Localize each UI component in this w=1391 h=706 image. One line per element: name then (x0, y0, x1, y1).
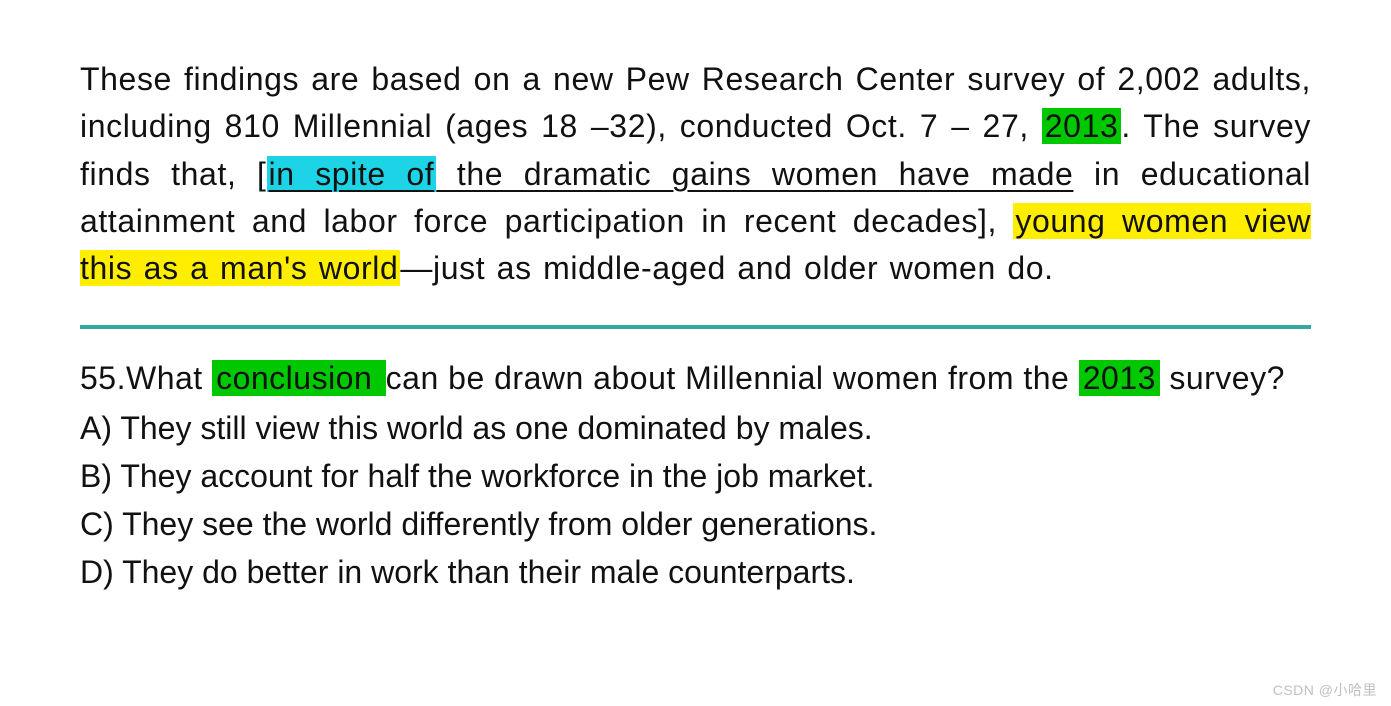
highlight-in-spite-of: in spite of (267, 156, 437, 192)
choice-letter: D) (80, 554, 114, 590)
choice-text: They do better in work than their male c… (114, 554, 855, 590)
question-55: 55.What conclusion can be drawn about Mi… (80, 355, 1311, 402)
question-number: 55. (80, 360, 126, 396)
answer-choice-d[interactable]: D) They do better in work than their mal… (80, 548, 1311, 596)
choice-letter: C) (80, 506, 114, 542)
highlight-year-2013: 2013 (1042, 108, 1122, 144)
question-text: survey? (1160, 360, 1285, 396)
answer-choice-b[interactable]: B) They account for half the workforce i… (80, 452, 1311, 500)
section-divider (80, 325, 1311, 329)
underline-dramatic-gains: the dramatic gains women have made (436, 156, 1073, 192)
watermark-text: CSDN @小哈里 (1273, 680, 1377, 700)
passage-text: —just as middle-aged and older women do. (400, 250, 1053, 286)
choice-text: They see the world differently from olde… (114, 506, 878, 542)
choice-text: They still view this world as one domina… (112, 410, 873, 446)
highlight-2013: 2013 (1079, 360, 1160, 396)
question-text: can be drawn about Millennial women from… (386, 360, 1079, 396)
highlight-conclusion: conclusion (212, 360, 386, 396)
question-text: What (126, 360, 212, 396)
choice-letter: B) (80, 458, 112, 494)
passage-paragraph: These findings are based on a new Pew Re… (80, 56, 1311, 293)
answer-choice-list: A) They still view this world as one dom… (80, 404, 1311, 596)
answer-choice-a[interactable]: A) They still view this world as one dom… (80, 404, 1311, 452)
document-page: These findings are based on a new Pew Re… (0, 0, 1391, 596)
choice-text: They account for half the workforce in t… (112, 458, 874, 494)
answer-choice-c[interactable]: C) They see the world differently from o… (80, 500, 1311, 548)
choice-letter: A) (80, 410, 112, 446)
